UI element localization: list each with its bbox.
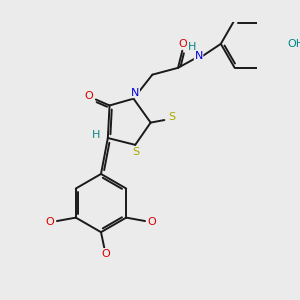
Text: O: O xyxy=(85,91,93,101)
Text: O: O xyxy=(46,217,55,227)
Text: S: S xyxy=(169,112,176,122)
Text: O: O xyxy=(101,249,110,259)
Text: H: H xyxy=(92,130,100,140)
Text: O: O xyxy=(148,217,156,227)
Text: S: S xyxy=(133,147,140,157)
Text: N: N xyxy=(194,51,203,61)
Text: N: N xyxy=(131,88,140,98)
Text: O: O xyxy=(179,39,188,49)
Text: H: H xyxy=(188,42,196,52)
Text: OH: OH xyxy=(288,39,300,49)
